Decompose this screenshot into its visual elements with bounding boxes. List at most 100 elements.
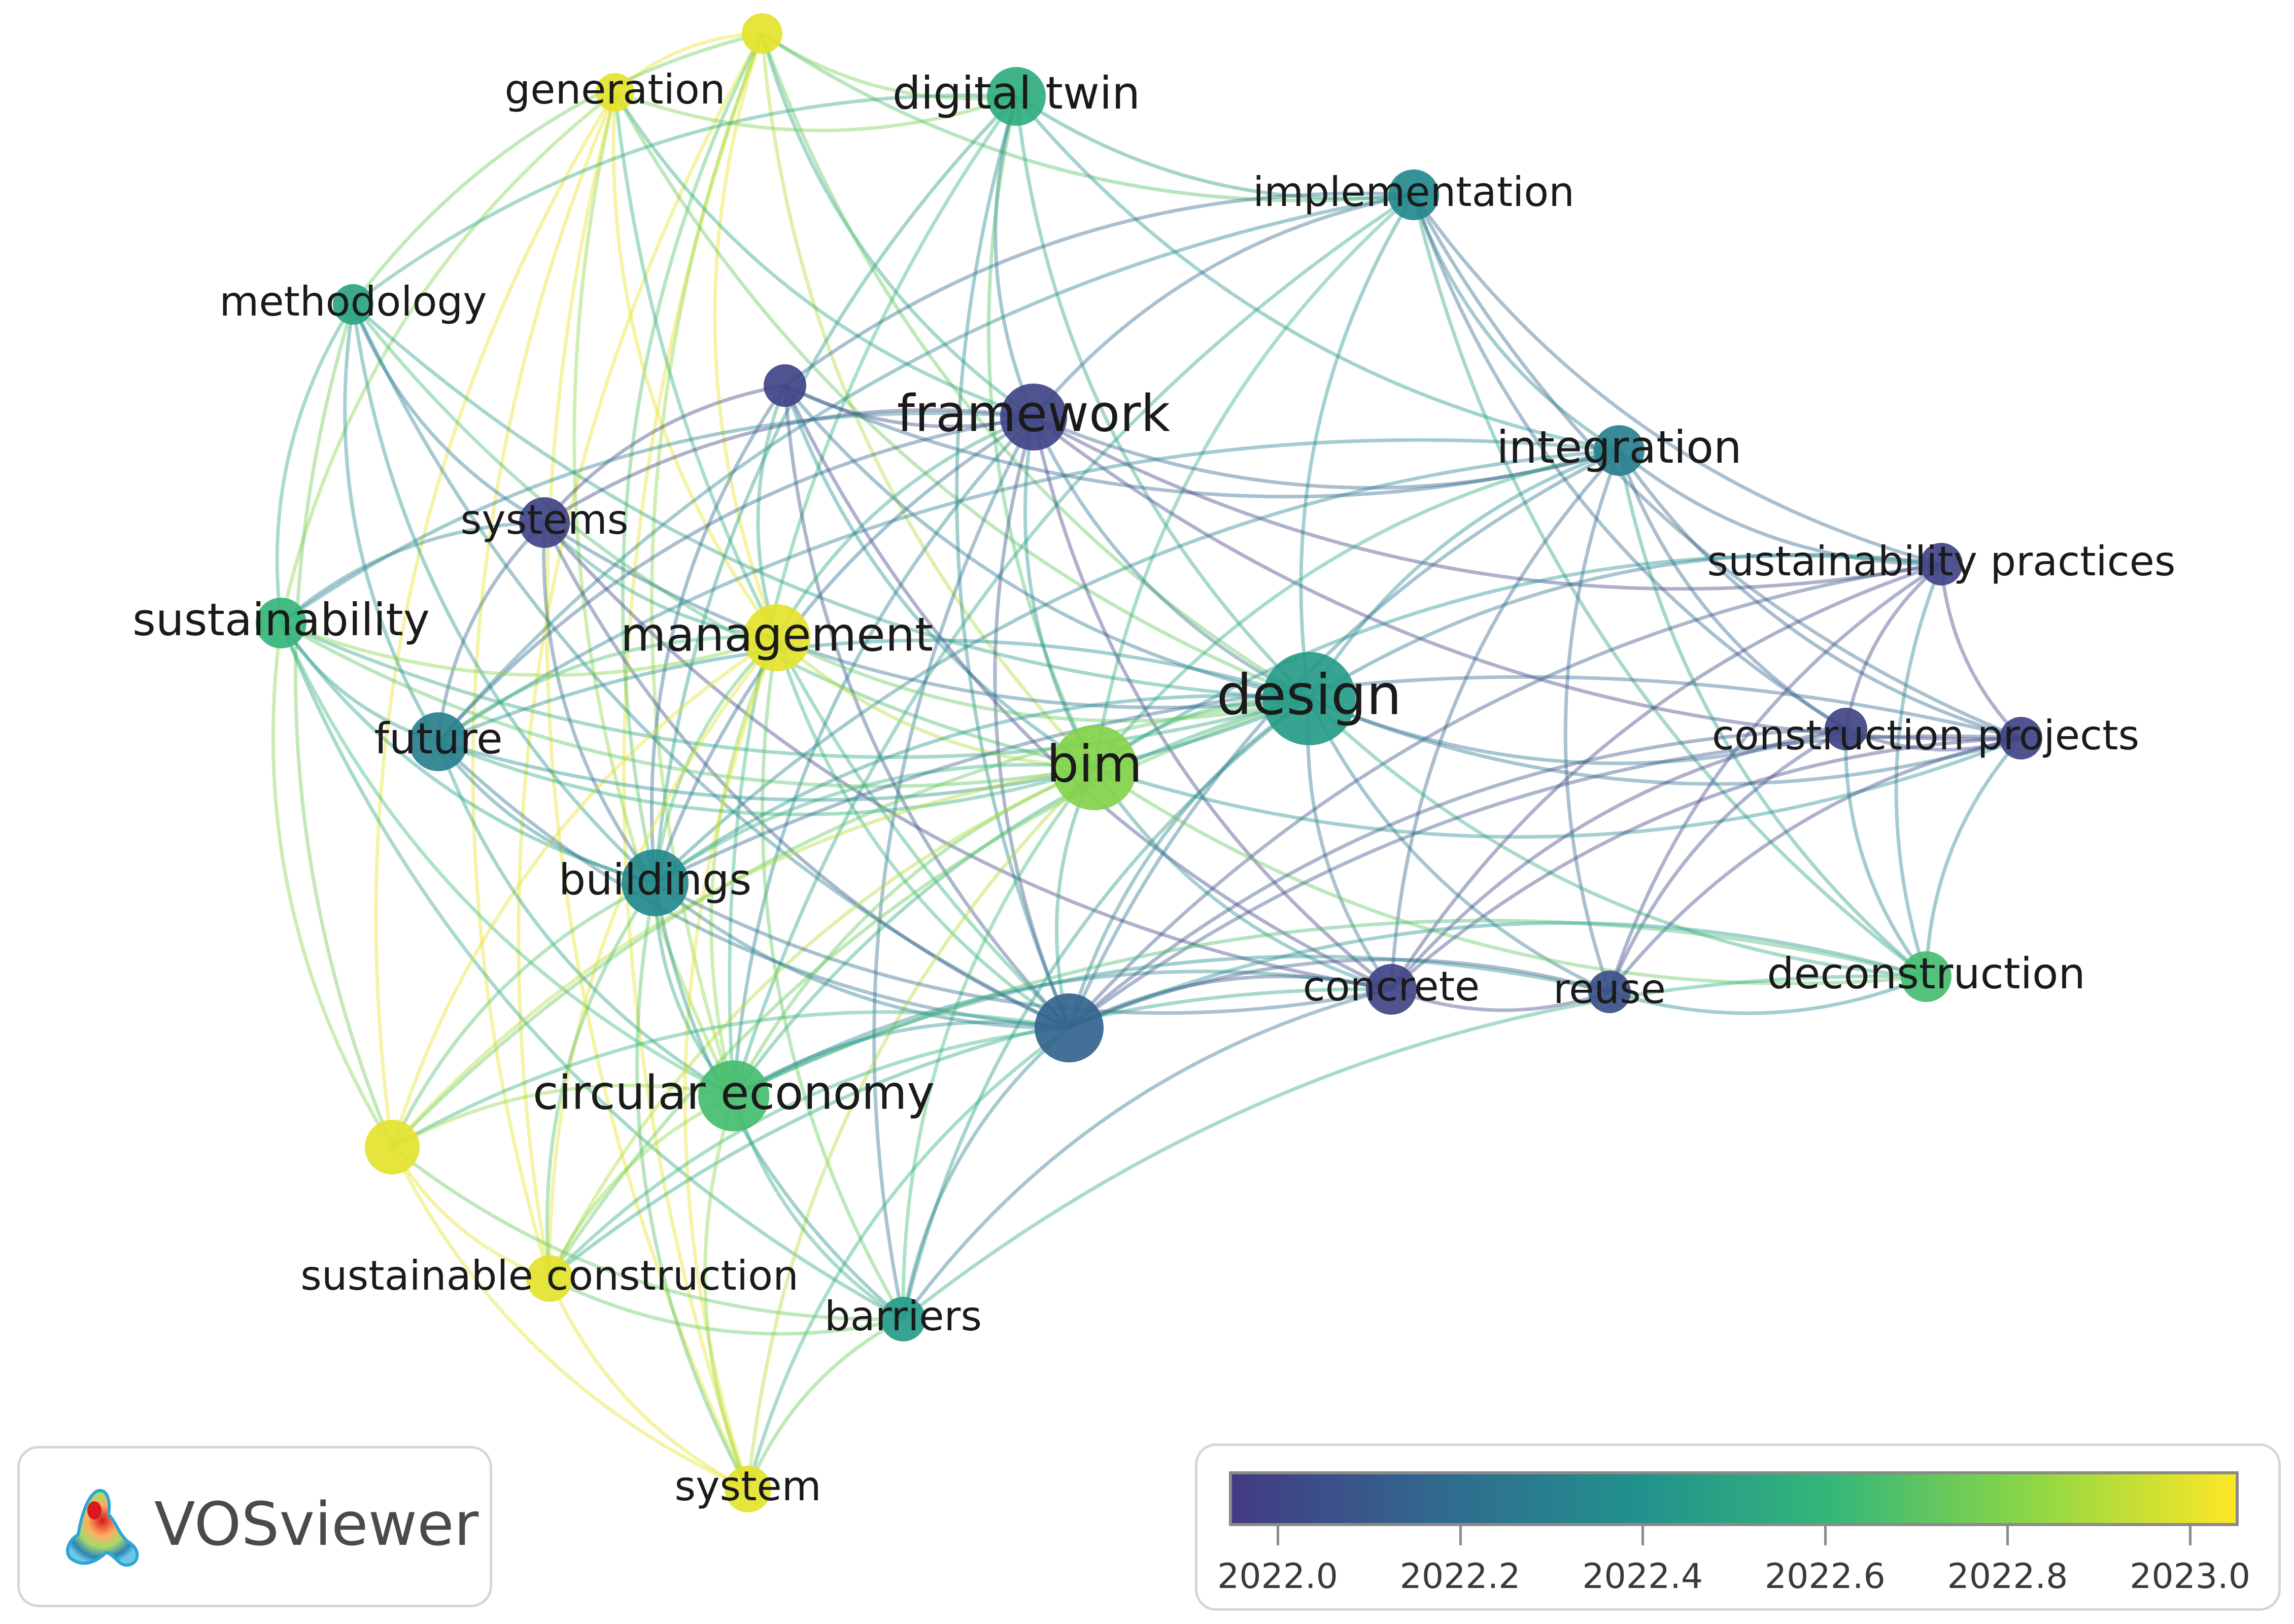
link-future-bim: [437, 740, 1095, 816]
node-label-system[interactable]: system: [674, 1463, 821, 1510]
node-system[interactable]: [725, 1466, 771, 1512]
node-reuse[interactable]: [1588, 971, 1631, 1013]
node-future[interactable]: [409, 712, 468, 771]
link-digital_twin-circular: [728, 95, 1018, 1096]
node-label-sustainability[interactable]: sustainability: [132, 594, 430, 646]
link-implementation-design: [1299, 194, 1415, 699]
link-implementation-u1: [783, 191, 1414, 387]
link-buildings-u3: [390, 881, 656, 1148]
node-c_proj1[interactable]: [1825, 708, 1867, 750]
link-circular-u3: [391, 1083, 734, 1149]
node-integration[interactable]: [1594, 425, 1645, 476]
link-digital_twin-design: [1014, 96, 1311, 700]
node-c_proj2[interactable]: [2000, 717, 2042, 759]
link-sust_practices-concrete: [1390, 562, 1942, 990]
node-methodology[interactable]: [333, 284, 373, 325]
link-future-circular: [436, 741, 735, 1098]
node-label-framework[interactable]: framework: [897, 384, 1171, 443]
node-label-digital_twin[interactable]: digital twin: [893, 67, 1140, 119]
link-u2-barriers: [901, 1026, 1071, 1320]
link-digital_twin-bim: [986, 96, 1097, 769]
link-management-u2: [775, 637, 1070, 1029]
node-sustainability[interactable]: [256, 598, 306, 648]
node-label-design[interactable]: design: [1217, 662, 1402, 727]
link-top-management: [713, 32, 779, 639]
node-label-bim[interactable]: bim: [1047, 734, 1143, 793]
node-systems[interactable]: [519, 497, 570, 548]
node-generation[interactable]: [596, 73, 634, 112]
link-generation-circular: [572, 92, 736, 1097]
node-digital_twin[interactable]: [987, 67, 1046, 126]
node-label-barriers[interactable]: barriers: [825, 1293, 982, 1340]
node-deconstruction[interactable]: [1901, 951, 1951, 1002]
node-label-sust_practices[interactable]: sustainability practices: [1707, 538, 2175, 585]
link-design-sust_constr: [548, 697, 1310, 1280]
link-concrete-circular: [733, 970, 1392, 1098]
node-bim[interactable]: [1052, 725, 1137, 810]
node-management[interactable]: [743, 604, 810, 671]
node-label-buildings[interactable]: buildings: [559, 855, 751, 905]
link-sust_practices-reuse: [1607, 563, 1942, 993]
node-top[interactable]: [742, 13, 782, 54]
node-implementation[interactable]: [1388, 169, 1439, 220]
node-u3[interactable]: [365, 1120, 420, 1174]
link-reuse-deconstruction: [1608, 975, 1927, 1015]
label-layer: generation digital twin implementation meth…: [132, 66, 2176, 1510]
node-circular[interactable]: [698, 1060, 769, 1131]
node-sust_constr[interactable]: [526, 1255, 573, 1302]
link-top-design: [760, 32, 1310, 701]
link-framework-barriers: [872, 416, 1036, 1320]
link-methodology-buildings: [351, 304, 657, 884]
node-u1[interactable]: [764, 364, 806, 407]
node-label-methodology[interactable]: methodology: [219, 278, 487, 325]
link-top-buildings: [621, 32, 764, 883]
link-bim-circular: [732, 766, 1095, 1097]
link-implementation-framework: [1032, 193, 1414, 419]
node-barriers[interactable]: [881, 1297, 926, 1341]
node-label-c_proj2[interactable]: construction projects: [1712, 712, 2139, 759]
link-deconstruction-circular: [733, 919, 1927, 1098]
link-sustainability-management: [280, 621, 778, 677]
link-bim-barriers: [901, 766, 1096, 1320]
node-concrete[interactable]: [1366, 964, 1417, 1015]
link-framework-management: [775, 415, 1035, 639]
link-implementation-c_proj1: [1412, 194, 1847, 731]
node-label-circular[interactable]: circular economy: [533, 1065, 935, 1120]
link-barriers-system: [746, 1317, 904, 1490]
link-integration-deconstruction: [1617, 450, 1928, 978]
node-label-sust_constr[interactable]: sustainable construction: [300, 1252, 799, 1299]
node-framework[interactable]: [1000, 384, 1067, 451]
node-label-generation[interactable]: generation: [504, 66, 725, 113]
link-c_proj1-c_proj2: [1845, 727, 2022, 752]
node-buildings[interactable]: [622, 849, 689, 916]
link-management-bim: [775, 636, 1095, 770]
link-management-buildings: [653, 636, 778, 883]
link-u1-buildings: [649, 385, 786, 883]
node-design[interactable]: [1262, 652, 1356, 745]
link-top-framework: [760, 33, 1035, 419]
link-top-digital_twin: [761, 32, 1017, 100]
link-c_proj1-concrete: [1390, 727, 1846, 991]
node-label-implementation[interactable]: implementation: [1253, 168, 1574, 216]
link-u1-management: [756, 385, 787, 639]
link-concrete-u2: [1068, 975, 1392, 1030]
link-management-future: [437, 635, 777, 743]
node-label-integration[interactable]: integration: [1496, 421, 1741, 473]
node-u2[interactable]: [1035, 993, 1104, 1062]
link-c_proj1-deconstruction: [1844, 729, 1928, 978]
link-generation-management: [611, 92, 778, 639]
link-integration-future: [437, 438, 1620, 743]
node-sust_practices[interactable]: [1920, 543, 1963, 585]
node-label-concrete[interactable]: concrete: [1303, 963, 1480, 1010]
link-bim-deconstruction: [1093, 766, 1927, 985]
link-sustainability-bim: [280, 621, 1095, 788]
node-label-reuse[interactable]: reuse: [1553, 965, 1666, 1013]
node-label-future[interactable]: future: [374, 714, 502, 764]
link-c_proj1-reuse: [1607, 727, 1847, 993]
legend-tick-mark: [2006, 1526, 2009, 1545]
node-label-deconstruction[interactable]: deconstruction: [1767, 949, 2085, 998]
link-digital_twin-buildings: [653, 95, 1018, 883]
colorscale-bar: [1229, 1471, 2239, 1526]
node-label-management[interactable]: management: [621, 607, 933, 662]
node-label-systems[interactable]: systems: [461, 496, 629, 543]
